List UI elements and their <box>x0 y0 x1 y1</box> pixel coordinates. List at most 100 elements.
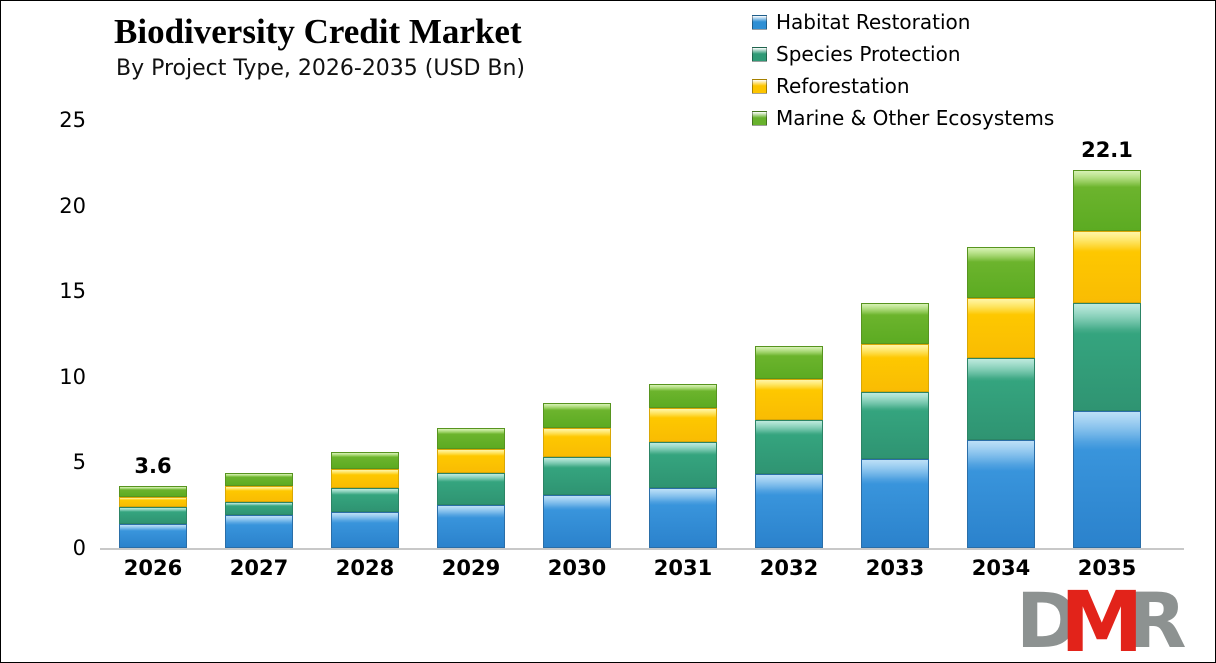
legend-label: Habitat Restoration <box>776 10 971 34</box>
bar-segment[interactable] <box>225 515 293 548</box>
y-axis-tick-label: 15 <box>59 279 86 304</box>
stacked-bar[interactable] <box>331 452 399 548</box>
bar-segment[interactable] <box>331 512 399 548</box>
y-axis-tick-label: 25 <box>59 108 86 132</box>
svg-text:D: D <box>1016 585 1079 655</box>
bar-group[interactable] <box>736 120 842 548</box>
bar-segment[interactable] <box>331 488 399 513</box>
bar-segment[interactable] <box>755 474 823 548</box>
legend-item[interactable]: Marine & Other Ecosystems <box>752 102 1054 134</box>
bar-value-label: 22.1 <box>1081 137 1133 162</box>
bar-segment[interactable] <box>225 486 293 502</box>
legend-item[interactable]: Reforestation <box>752 70 1054 102</box>
bar-group[interactable] <box>630 120 736 548</box>
stacked-bar[interactable] <box>967 246 1035 548</box>
bar-segment[interactable] <box>649 488 717 548</box>
bar-segment[interactable] <box>437 428 505 449</box>
bar-segment[interactable] <box>861 303 929 345</box>
stacked-bar[interactable] <box>119 486 187 548</box>
bar-segment[interactable] <box>649 383 717 408</box>
bar-series-container: 3.6 22.1 <box>100 120 1160 548</box>
stacked-bar[interactable] <box>225 472 293 548</box>
legend-label: Reforestation <box>776 74 910 98</box>
x-axis-label: 2026 <box>123 556 183 580</box>
bar-segment[interactable] <box>1073 303 1141 412</box>
bar-segment[interactable] <box>543 494 611 548</box>
svg-text:M: M <box>1060 585 1144 655</box>
bar-segment[interactable] <box>225 472 293 487</box>
svg-text:R: R <box>1128 585 1187 655</box>
bar-segment[interactable] <box>967 246 1035 299</box>
stacked-bar[interactable] <box>437 428 505 548</box>
legend-item[interactable]: Species Protection <box>752 38 1054 70</box>
stacked-bar[interactable] <box>755 346 823 548</box>
x-axis-label: 2035 <box>1077 556 1137 580</box>
legend-swatch-icon <box>752 78 767 94</box>
legend-label: Species Protection <box>776 42 961 66</box>
bar-segment[interactable] <box>437 472 505 506</box>
stacked-bar[interactable] <box>543 402 611 548</box>
bar-segment[interactable] <box>755 346 823 379</box>
legend-swatch-icon <box>752 14 767 30</box>
x-axis-labels: 2026 2027 2028 2029 2030 2031 2032 2033 2034 2035 <box>100 556 1160 580</box>
x-axis-label: 2028 <box>335 556 395 580</box>
x-axis-label: 2033 <box>865 556 925 580</box>
legend-swatch-icon <box>752 110 767 126</box>
bar-group[interactable] <box>312 120 418 548</box>
bar-segment[interactable] <box>755 378 823 420</box>
bar-group[interactable]: 22.1 <box>1054 120 1160 548</box>
bar-segment[interactable] <box>967 298 1035 358</box>
x-axis-label: 2030 <box>547 556 607 580</box>
bar-segment[interactable] <box>861 392 929 459</box>
x-axis-label: 2029 <box>441 556 501 580</box>
bar-segment[interactable] <box>967 440 1035 548</box>
bar-segment[interactable] <box>1073 231 1141 304</box>
x-axis-label: 2032 <box>759 556 819 580</box>
bar-segment[interactable] <box>119 486 187 497</box>
chart-legend: Habitat Restoration Species Protection Ref… <box>752 6 1054 134</box>
bar-segment[interactable] <box>119 496 187 507</box>
y-axis-tick-label: 5 <box>72 450 86 475</box>
bar-group[interactable] <box>418 120 524 548</box>
bar-segment[interactable] <box>1073 411 1141 548</box>
bar-group[interactable] <box>948 120 1054 548</box>
bar-group[interactable] <box>206 120 312 548</box>
bar-value-label: 3.6 <box>134 454 172 479</box>
bar-segment[interactable] <box>861 344 929 393</box>
x-axis-line <box>100 548 1184 550</box>
page-title: Biodiversity Credit Market <box>114 12 522 51</box>
legend-item[interactable]: Habitat Restoration <box>752 6 1054 38</box>
bar-segment[interactable] <box>861 458 929 548</box>
y-axis-tick-label: 20 <box>59 193 86 218</box>
legend-swatch-icon <box>752 46 767 62</box>
bar-segment[interactable] <box>543 428 611 458</box>
dmr-logo: D R M <box>1016 573 1212 663</box>
x-axis-label: 2027 <box>229 556 289 580</box>
bar-segment[interactable] <box>755 419 823 475</box>
bar-segment[interactable] <box>543 457 611 495</box>
bar-segment[interactable] <box>1073 169 1141 232</box>
bar-group[interactable] <box>524 120 630 548</box>
x-axis-label: 2031 <box>653 556 713 580</box>
bar-segment[interactable] <box>331 469 399 489</box>
bar-segment[interactable] <box>649 407 717 442</box>
y-axis-tick-label: 0 <box>72 536 86 560</box>
stacked-bar[interactable] <box>1073 169 1141 548</box>
bar-segment[interactable] <box>649 441 717 489</box>
bar-segment[interactable] <box>119 506 187 525</box>
bar-segment[interactable] <box>225 501 293 516</box>
bar-segment[interactable] <box>543 402 611 429</box>
bar-segment[interactable] <box>437 448 505 473</box>
stacked-bar[interactable] <box>649 383 717 548</box>
bar-segment[interactable] <box>119 524 187 548</box>
bar-segment[interactable] <box>437 505 505 548</box>
stacked-bar[interactable] <box>861 303 929 548</box>
legend-label: Marine & Other Ecosystems <box>776 106 1055 130</box>
bar-segment[interactable] <box>967 357 1035 441</box>
bar-group[interactable]: 3.6 <box>100 120 206 548</box>
y-axis-tick-label: 10 <box>59 364 86 389</box>
bar-segment[interactable] <box>331 452 399 470</box>
page-subtitle: By Project Type, 2026-2035 (USD Bn) <box>116 56 525 81</box>
plot-area: 0 5 10 15 20 25 3.6 22.1 <box>59 108 1200 560</box>
bar-group[interactable] <box>842 120 948 548</box>
